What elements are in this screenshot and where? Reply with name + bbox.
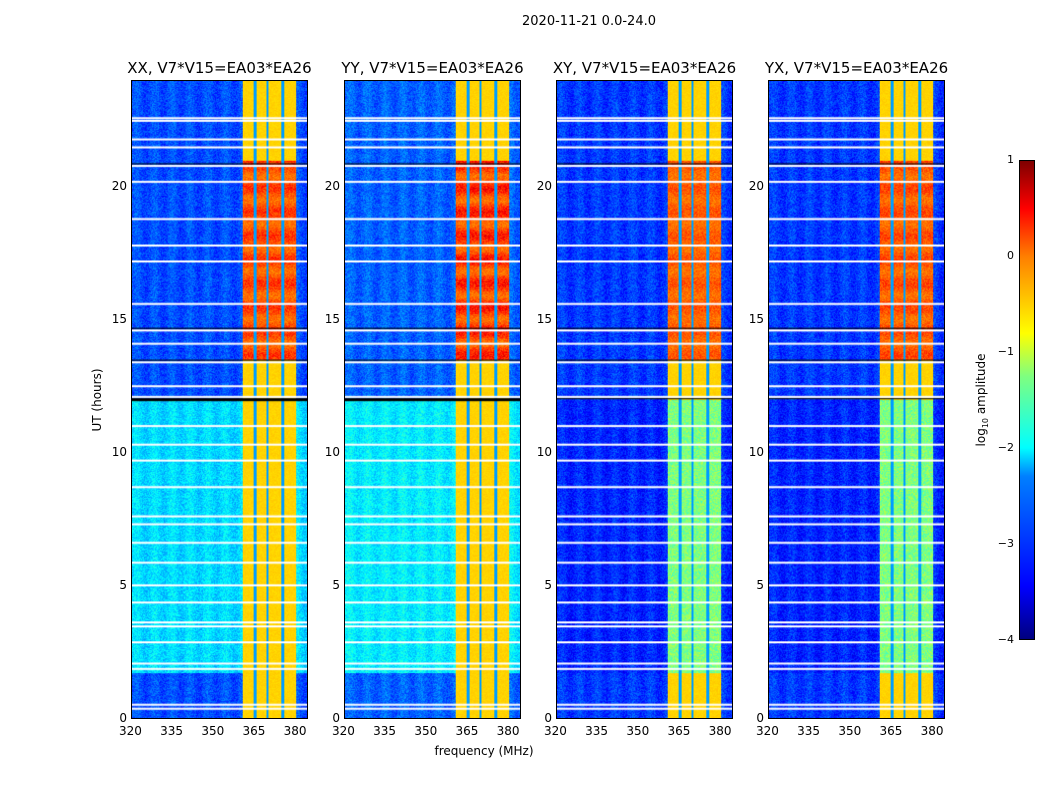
x-tick-label: 335 <box>160 724 184 738</box>
colorbar-tick-label: −1 <box>997 345 1014 358</box>
colorbar-tick-label: 0 <box>1007 249 1014 262</box>
colorbar-label-sub: 10 <box>981 417 991 429</box>
y-tick-label: 0 <box>332 711 340 725</box>
heatmap <box>345 81 520 718</box>
y-tick-label: 20 <box>748 178 764 193</box>
y-tick-label: 20 <box>324 178 340 193</box>
panel-title: XX, V7*V15=EA03*EA26 <box>127 59 312 77</box>
x-tick-label: 380 <box>283 724 307 738</box>
panel-title: YY, V7*V15=EA03*EA26 <box>341 59 524 77</box>
colorbar <box>1019 160 1035 640</box>
x-tick-label: 350 <box>838 724 862 738</box>
x-tick-label: 380 <box>496 724 520 738</box>
y-tick-label: 20 <box>536 178 552 193</box>
heatmap <box>132 81 307 718</box>
y-tick-label: 5 <box>332 577 340 592</box>
colorbar-tick-label: −2 <box>997 441 1014 454</box>
colorbar-tick-label: 1 <box>1007 153 1014 166</box>
figure-title: 2020-11-21 0.0-24.0 <box>522 14 656 29</box>
x-tick-label: 320 <box>756 724 779 738</box>
y-tick-label: 15 <box>536 311 552 326</box>
x-axis-label: frequency (MHz) <box>434 744 534 758</box>
y-tick-label: 5 <box>756 577 764 592</box>
panel-title: XY, V7*V15=EA03*EA26 <box>552 59 737 77</box>
spectrogram-panel <box>131 80 308 719</box>
y-tick-label: 5 <box>119 577 127 592</box>
x-tick-label: 365 <box>455 724 479 738</box>
spectrogram-panel <box>768 80 945 719</box>
colorbar-label: log10 amplitude <box>974 354 990 447</box>
spectrogram-panel <box>344 80 521 719</box>
x-tick-label: 365 <box>879 724 903 738</box>
heatmap <box>557 81 732 718</box>
x-tick-label: 350 <box>414 724 438 738</box>
x-tick-label: 335 <box>373 724 397 738</box>
y-tick-label: 20 <box>111 178 127 193</box>
y-tick-label: 10 <box>536 444 552 459</box>
heatmap <box>769 81 944 718</box>
y-tick-label: 15 <box>324 311 340 326</box>
y-tick-label: 0 <box>119 711 127 725</box>
y-tick-label: 0 <box>756 711 764 725</box>
y-tick-label: 10 <box>111 444 127 459</box>
x-tick-label: 320 <box>332 724 355 738</box>
x-tick-label: 350 <box>201 724 225 738</box>
y-tick-label: 10 <box>324 444 340 459</box>
y-tick-label: 10 <box>748 444 764 459</box>
x-tick-label: 365 <box>242 724 266 738</box>
y-tick-label: 15 <box>748 311 764 326</box>
y-tick-label: 0 <box>544 711 552 725</box>
x-tick-label: 380 <box>708 724 732 738</box>
x-tick-label: 350 <box>626 724 650 738</box>
x-tick-label: 335 <box>797 724 821 738</box>
x-tick-label: 320 <box>119 724 142 738</box>
colorbar-tick-label: −3 <box>997 537 1014 550</box>
y-tick-label: 15 <box>111 311 127 326</box>
x-tick-label: 320 <box>544 724 567 738</box>
x-tick-label: 380 <box>920 724 944 738</box>
y-axis-label: UT (hours) <box>90 368 104 432</box>
colorbar-tick-label: −4 <box>997 633 1014 646</box>
spectrogram-panel <box>556 80 733 719</box>
x-tick-label: 335 <box>585 724 609 738</box>
panel-title: YX, V7*V15=EA03*EA26 <box>764 59 949 77</box>
colorbar-label-main: log <box>973 428 988 447</box>
colorbar-label-rest: amplitude <box>973 353 988 418</box>
x-tick-label: 365 <box>667 724 691 738</box>
y-tick-label: 5 <box>544 577 552 592</box>
